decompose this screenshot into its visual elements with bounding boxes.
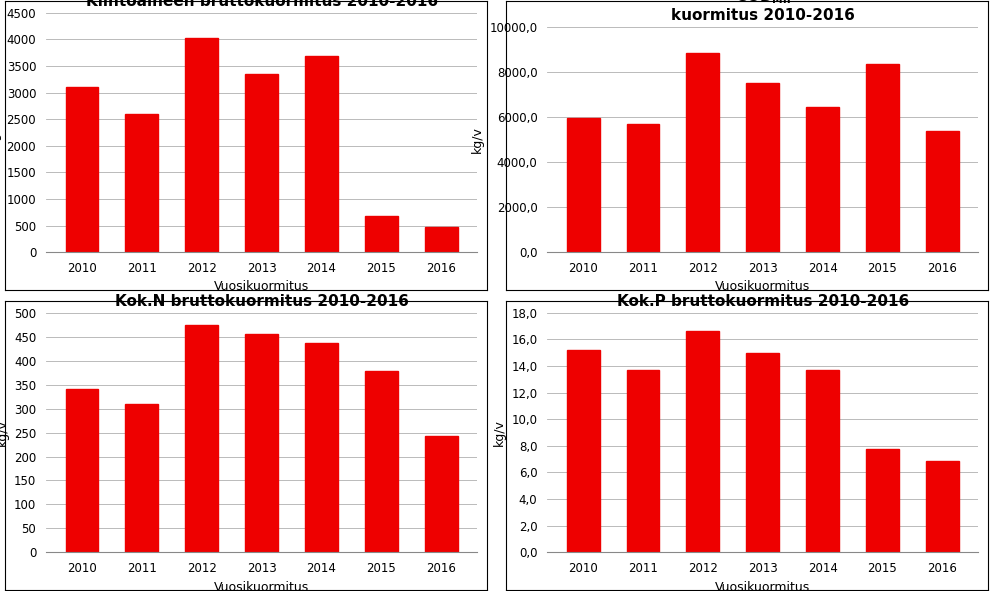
Bar xyxy=(125,404,158,553)
Bar xyxy=(425,436,458,553)
Bar xyxy=(627,124,659,252)
Bar xyxy=(364,216,398,252)
Bar xyxy=(747,353,780,553)
Bar xyxy=(364,371,398,553)
Bar xyxy=(245,335,278,553)
Bar xyxy=(186,38,218,252)
Y-axis label: kg/v: kg/v xyxy=(471,126,484,153)
Bar xyxy=(125,114,158,252)
Bar xyxy=(425,227,458,252)
Title: COD$_{\mathregular{Mn}}$
kuormitus 2010-2016: COD$_{\mathregular{Mn}}$ kuormitus 2010-… xyxy=(671,0,855,23)
Bar xyxy=(686,332,719,553)
Bar xyxy=(66,389,98,553)
Bar xyxy=(66,87,98,252)
Bar xyxy=(866,449,899,553)
Bar xyxy=(747,83,780,252)
Bar xyxy=(806,107,839,252)
Bar xyxy=(567,118,600,252)
Bar xyxy=(186,325,218,553)
Title: Kok.P bruttokuormitus 2010-2016: Kok.P bruttokuormitus 2010-2016 xyxy=(617,294,909,309)
Bar xyxy=(925,131,959,252)
X-axis label: Vuosikuormitus: Vuosikuormitus xyxy=(715,281,810,294)
Bar xyxy=(305,343,338,553)
Bar xyxy=(245,74,278,252)
Bar xyxy=(866,64,899,252)
Bar xyxy=(627,370,659,553)
Y-axis label: kg/v: kg/v xyxy=(0,419,8,446)
Title: Kok.N bruttokuormitus 2010-2016: Kok.N bruttokuormitus 2010-2016 xyxy=(114,294,408,309)
Title: Kiintoaineen bruttokuormitus 2010-2016: Kiintoaineen bruttokuormitus 2010-2016 xyxy=(85,0,438,9)
X-axis label: Vuosikuormitus: Vuosikuormitus xyxy=(213,580,309,591)
Y-axis label: kg/v: kg/v xyxy=(493,419,505,446)
Bar xyxy=(686,53,719,252)
Bar xyxy=(567,350,600,553)
Bar xyxy=(305,56,338,252)
Bar xyxy=(925,460,959,553)
X-axis label: Vuosikuormitus: Vuosikuormitus xyxy=(715,580,810,591)
Bar xyxy=(806,370,839,553)
Y-axis label: kg/v: kg/v xyxy=(0,119,1,146)
X-axis label: Vuosikuormitus: Vuosikuormitus xyxy=(213,281,309,294)
